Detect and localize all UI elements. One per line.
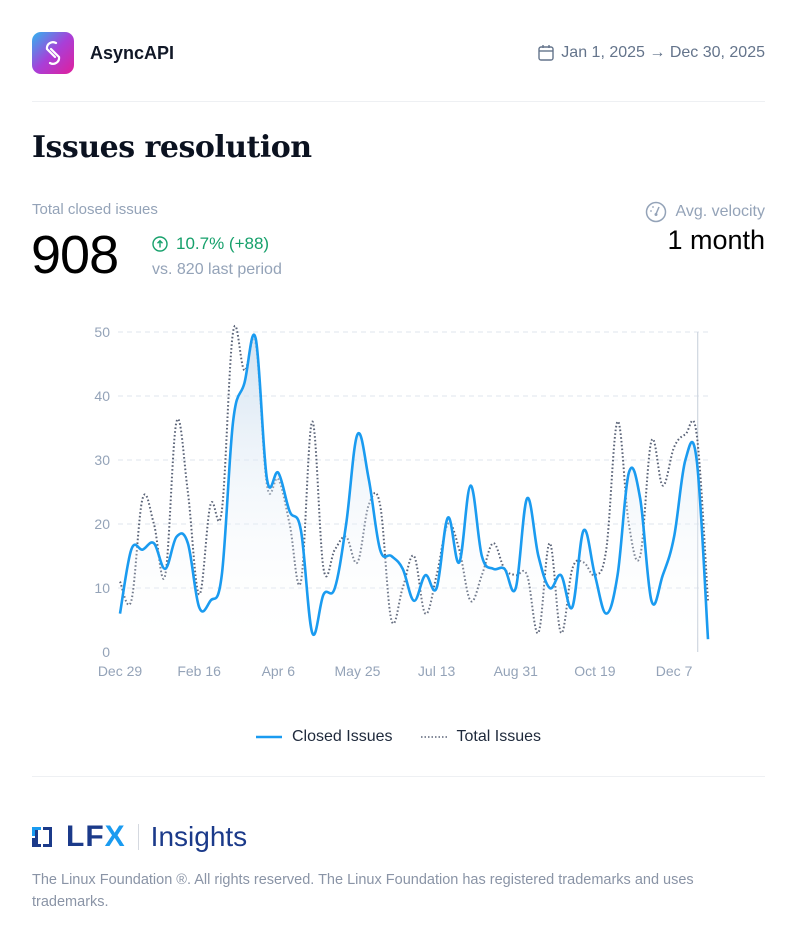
- date-range-picker[interactable]: Jan 1, 2025 → Dec 30, 2025: [537, 44, 765, 62]
- x-tick-label: Aug 31: [494, 663, 539, 679]
- legend-label: Closed Issues: [292, 728, 393, 745]
- page-title: Issues resolution: [32, 130, 312, 165]
- x-tick-label: Dec 29: [98, 663, 143, 679]
- kpi-change: 10.7% (+88): [152, 234, 269, 254]
- y-tick-label: 30: [94, 452, 110, 468]
- copyright-text: The Linux Foundation ®. All rights reser…: [32, 872, 694, 910]
- x-tick-label: Dec 7: [656, 663, 693, 679]
- y-tick-label: 40: [94, 388, 110, 404]
- project-name: AsyncAPI: [90, 42, 175, 63]
- legend-item-total-issues[interactable]: Total Issues: [420, 728, 541, 746]
- y-tick-label: 10: [94, 580, 110, 596]
- gauge-icon: [646, 201, 667, 223]
- kpi-change-text: 10.7% (+88): [176, 234, 270, 253]
- closed-issues-line: [118, 333, 710, 640]
- x-tick-label: Oct 19: [574, 663, 615, 679]
- y-tick-label: 0: [102, 644, 110, 660]
- velocity-value: 1 month: [667, 225, 765, 255]
- velocity-label-text: Avg. velocity: [675, 203, 765, 220]
- kpi-comparison: vs. 820 last period: [152, 261, 282, 278]
- y-tick-label: 20: [94, 516, 110, 532]
- asyncapi-logo-icon: [32, 32, 74, 74]
- divider: [32, 101, 765, 102]
- arrow-up-circle-icon: [152, 236, 168, 252]
- header: AsyncAPI Jan 1, 2025 → Dec 30, 2025: [32, 32, 765, 74]
- x-tick-label: Jul 13: [418, 663, 456, 679]
- solid-line-swatch: [256, 735, 282, 739]
- x-tick-label: May 25: [335, 663, 381, 679]
- velocity-label: Avg. velocity: [645, 201, 765, 223]
- x-tick-label: Feb 16: [177, 663, 221, 679]
- dotted-line-swatch: [420, 736, 447, 738]
- x-tick-label: Apr 6: [262, 663, 296, 679]
- y-tick-label: 50: [94, 324, 110, 340]
- logo-separator: [137, 824, 139, 850]
- kpi-value: 908: [31, 225, 119, 285]
- calendar-icon: [538, 45, 554, 61]
- issues-chart: 0 10 20 30 40 50 Dec 29 Feb 16 Apr 6 May 25 Jul 1…: [94, 324, 710, 679]
- legend-label: Total Issues: [456, 728, 541, 745]
- divider: [32, 776, 765, 777]
- chart-legend: Closed Issues Total Issues: [0, 728, 797, 746]
- closed-issues-area: [120, 334, 708, 652]
- product-name: Insights: [150, 821, 248, 852]
- legend-item-closed-issues[interactable]: Closed Issues: [256, 728, 393, 746]
- kpi-label: Total closed issues: [32, 201, 158, 218]
- date-range-text: Jan 1, 2025 → Dec 30, 2025: [561, 44, 765, 61]
